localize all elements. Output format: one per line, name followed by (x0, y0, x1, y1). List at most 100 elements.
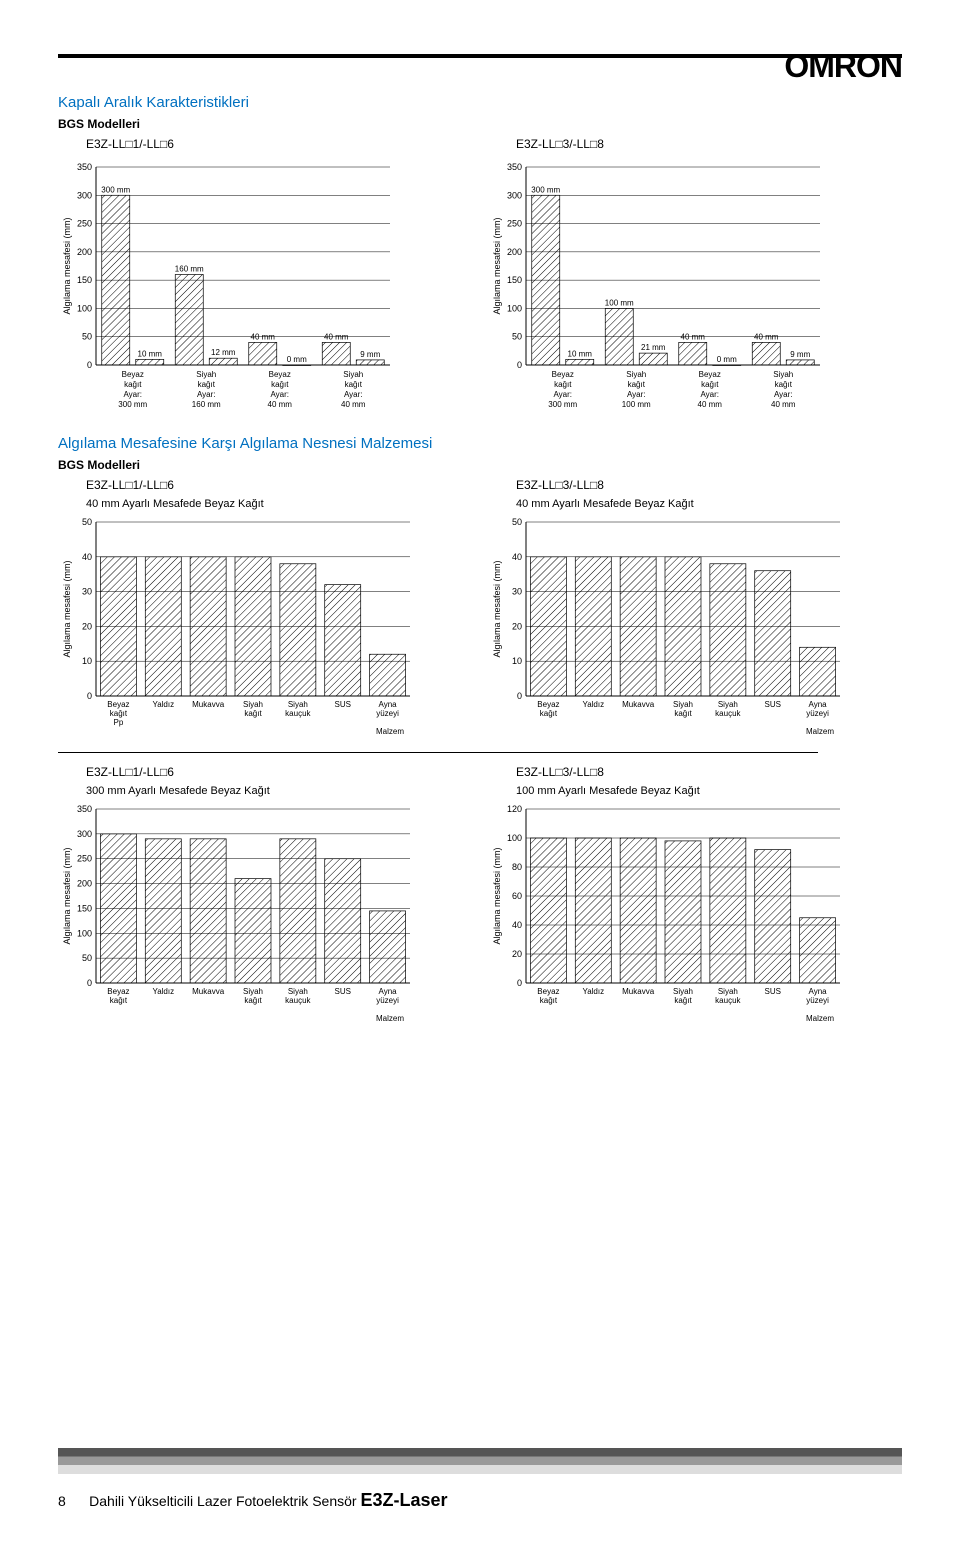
svg-text:0: 0 (87, 360, 92, 370)
svg-text:Yaldız: Yaldız (582, 987, 604, 996)
svg-text:20: 20 (512, 949, 522, 959)
svg-text:kağıt: kağıt (244, 996, 262, 1005)
svg-text:Ayna: Ayna (379, 987, 398, 996)
svg-text:kağıt: kağıt (674, 996, 692, 1005)
chart2d-sub: 100 mm Ayarlı Mesafede Beyaz Kağıt (516, 785, 858, 797)
svg-text:kağıt: kağıt (540, 996, 558, 1005)
footer-desc: Dahili Yükselticili Lazer Fotoelektrik S… (89, 1493, 360, 1509)
svg-text:40 mm: 40 mm (698, 400, 723, 409)
svg-text:200: 200 (507, 247, 522, 257)
section1-title: Kapalı Aralık Karakteristikleri (58, 94, 902, 111)
svg-text:Malzem: Malzem (376, 727, 404, 736)
svg-text:Ayar:: Ayar: (197, 390, 216, 399)
svg-text:50: 50 (512, 332, 522, 342)
svg-text:10 mm: 10 mm (568, 349, 593, 358)
svg-text:Malzem: Malzem (376, 1014, 404, 1023)
svg-text:9 mm: 9 mm (360, 350, 380, 359)
svg-text:Ayar:: Ayar: (123, 390, 142, 399)
svg-text:200: 200 (77, 247, 92, 257)
svg-text:20: 20 (82, 621, 92, 631)
svg-text:100: 100 (507, 303, 522, 313)
svg-text:Yaldız: Yaldız (152, 700, 174, 709)
svg-text:30: 30 (82, 587, 92, 597)
svg-text:21 mm: 21 mm (641, 343, 666, 352)
svg-text:250: 250 (507, 219, 522, 229)
svg-text:Beyaz: Beyaz (537, 700, 559, 709)
svg-text:350: 350 (77, 162, 92, 172)
svg-text:100: 100 (77, 303, 92, 313)
svg-text:40: 40 (512, 920, 522, 930)
svg-text:150: 150 (77, 275, 92, 285)
svg-text:Pp: Pp (114, 718, 124, 727)
svg-text:kağıt: kağıt (674, 709, 692, 718)
svg-text:0: 0 (517, 978, 522, 988)
svg-text:160 mm: 160 mm (175, 264, 204, 273)
chart2a-sub: 40 mm Ayarlı Mesafede Beyaz Kağıt (86, 498, 428, 510)
section2-sub: BGS Modelleri (58, 458, 902, 472)
svg-text:Mukavva: Mukavva (622, 700, 655, 709)
section1-sub: BGS Modelleri (58, 117, 902, 131)
svg-text:kağıt: kağıt (701, 380, 719, 389)
svg-text:Siyah: Siyah (243, 987, 263, 996)
svg-text:kağıt: kağıt (244, 709, 262, 718)
svg-text:kağıt: kağıt (554, 380, 572, 389)
svg-text:kauçuk: kauçuk (715, 709, 741, 718)
svg-text:100 mm: 100 mm (622, 400, 651, 409)
svg-text:Beyaz: Beyaz (122, 370, 144, 379)
svg-text:300: 300 (507, 190, 522, 200)
svg-text:Ayna: Ayna (809, 700, 828, 709)
svg-text:Beyaz: Beyaz (537, 987, 559, 996)
chart2b-sub: 40 mm Ayarlı Mesafede Beyaz Kağıt (516, 498, 858, 510)
svg-text:350: 350 (77, 804, 92, 814)
svg-text:Malzem: Malzem (806, 1014, 834, 1023)
svg-text:kağıt: kağıt (628, 380, 646, 389)
svg-text:300: 300 (77, 190, 92, 200)
svg-text:100 mm: 100 mm (605, 298, 634, 307)
svg-text:Ayar:: Ayar: (270, 390, 289, 399)
svg-text:50: 50 (82, 517, 92, 527)
page-footer: 8 Dahili Yükselticili Lazer Fotoelektrik… (0, 1448, 960, 1511)
brand-logo: OMRON (784, 48, 902, 85)
chart1a-title: E3Z-LL□1/-LL□6 (86, 137, 428, 151)
svg-text:Ayar:: Ayar: (627, 390, 646, 399)
svg-text:Siyah: Siyah (673, 987, 693, 996)
footer-gradient-bars (58, 1448, 902, 1474)
svg-text:kağıt: kağıt (198, 380, 216, 389)
svg-text:30: 30 (512, 587, 522, 597)
svg-text:100: 100 (77, 928, 92, 938)
svg-text:40 mm: 40 mm (681, 332, 706, 341)
svg-text:Mukavva: Mukavva (192, 700, 225, 709)
svg-text:300 mm: 300 mm (101, 185, 130, 194)
svg-text:0: 0 (517, 360, 522, 370)
svg-text:20: 20 (512, 621, 522, 631)
svg-text:Beyaz: Beyaz (107, 700, 129, 709)
svg-text:40 mm: 40 mm (268, 400, 293, 409)
svg-text:SUS: SUS (334, 987, 350, 996)
svg-text:0: 0 (87, 691, 92, 701)
svg-text:250: 250 (77, 854, 92, 864)
svg-text:Algılama mesafesi (mm): Algılama mesafesi (mm) (492, 217, 502, 314)
svg-text:300 mm: 300 mm (548, 400, 577, 409)
chart2c-sub: 300 mm Ayarlı Mesafede Beyaz Kağıt (86, 785, 428, 797)
svg-text:kağıt: kağıt (775, 380, 793, 389)
svg-text:kağıt: kağıt (110, 996, 128, 1005)
svg-text:Ayar:: Ayar: (344, 390, 363, 399)
svg-text:kağıt: kağıt (540, 709, 558, 718)
svg-text:kağıt: kağıt (345, 380, 363, 389)
svg-text:Yaldız: Yaldız (152, 987, 174, 996)
svg-text:yüzeyi: yüzeyi (376, 709, 399, 718)
svg-text:kauçuk: kauçuk (715, 996, 741, 1005)
svg-text:Siyah: Siyah (243, 700, 263, 709)
svg-text:10: 10 (512, 656, 522, 666)
svg-text:Algılama mesafesi (mm): Algılama mesafesi (mm) (62, 217, 72, 314)
svg-text:150: 150 (77, 903, 92, 913)
section2-title: Algılama Mesafesine Karşı Algılama Nesne… (58, 435, 902, 452)
chart2b-title: E3Z-LL□3/-LL□8 (516, 478, 858, 492)
svg-text:SUS: SUS (764, 987, 780, 996)
svg-text:Algılama mesafesi (mm): Algılama mesafesi (mm) (62, 847, 72, 944)
chart2b: 01020304050Algılama mesafesi (mm)Beyazka… (488, 514, 858, 744)
svg-text:50: 50 (82, 953, 92, 963)
svg-text:kağıt: kağıt (271, 380, 289, 389)
svg-text:Siyah: Siyah (343, 370, 363, 379)
svg-text:10: 10 (82, 656, 92, 666)
